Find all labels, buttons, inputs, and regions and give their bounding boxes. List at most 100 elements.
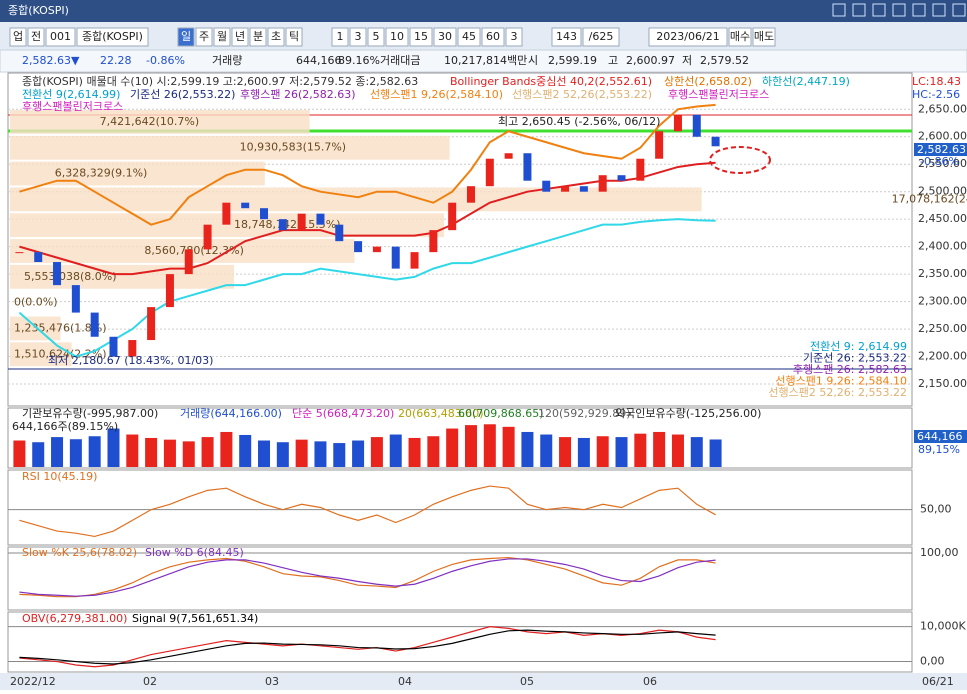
legend-text: 기관보유수량(-995,987.00) (22, 407, 158, 420)
toolbar-button[interactable] (195, 27, 213, 47)
toolbar-button[interactable] (367, 27, 385, 47)
toolbar-label: 10 (390, 30, 404, 43)
volume-bar (653, 431, 666, 467)
candle (692, 114, 701, 137)
toolbar-button[interactable] (45, 27, 76, 47)
toolbar-label: 45 (462, 30, 476, 43)
candle (673, 114, 682, 132)
info-text: -0.86% (146, 54, 185, 67)
axis-label: 644,166 (917, 430, 963, 443)
y-tick-label: 50,00 (920, 503, 952, 516)
toolbar-button[interactable] (177, 27, 195, 47)
candle (523, 153, 532, 181)
toolbar-button[interactable] (285, 27, 303, 47)
y-tick-label: 2,250.00 (918, 322, 967, 335)
toolbar-label: 60 (486, 30, 500, 43)
x-tick-label: 05 (520, 675, 534, 688)
x-tick-label: 03 (265, 675, 279, 688)
volume-bar (32, 442, 45, 467)
legend-text: RSI 10(45.19) (22, 470, 97, 483)
candle (561, 186, 570, 192)
volume-bar (446, 428, 459, 467)
price-box (914, 143, 967, 156)
toolbar-button[interactable] (249, 27, 267, 47)
toolbar-label: 15 (414, 30, 428, 43)
y-tick-label: 10,000K (920, 620, 966, 633)
toolbar-button[interactable] (385, 27, 409, 47)
y-tick-label: 2,600.00 (918, 130, 967, 143)
window-title: 종합(KOSPI) (8, 4, 69, 17)
info-text: 644,166 (296, 54, 342, 67)
candle (504, 153, 513, 159)
legend-text: 644,166주(89.15%) (12, 420, 118, 433)
legend-text: 60(709,868.65) (458, 407, 544, 420)
volume-bar (51, 437, 64, 467)
rsi-panel (7, 469, 913, 546)
toolbar-button[interactable] (505, 27, 523, 47)
candle (598, 175, 607, 192)
volume-bar (634, 433, 647, 467)
toolbar-button[interactable] (551, 27, 582, 47)
volume-bar (596, 436, 609, 467)
y-tick-label: 0,00 (920, 655, 945, 668)
toolbar-label: 3 (355, 30, 362, 43)
candle (241, 202, 250, 209)
volume-bar (502, 426, 515, 467)
toolbar-button[interactable] (213, 27, 231, 47)
toolbar-button[interactable] (9, 27, 27, 47)
toolbar-button[interactable] (267, 27, 285, 47)
y-tick-label: 2,200.00 (918, 350, 967, 363)
toolbar-button[interactable] (27, 27, 45, 47)
legend-text: 후행스팬 26(2,582.63) (240, 88, 356, 101)
legend-text: 후행스팬볼린저크로스 (668, 88, 769, 101)
volume-bar (314, 441, 327, 467)
toolbar-button[interactable] (76, 27, 149, 47)
legend-text: 외국인보유수량(-125,256.00) (615, 407, 761, 420)
volume-bar (126, 434, 139, 467)
toolbar-button[interactable] (457, 27, 481, 47)
candle (410, 252, 419, 269)
volume-bar (182, 441, 195, 467)
toolbar-button[interactable] (752, 27, 776, 47)
toolbar-button[interactable] (433, 27, 457, 47)
profile-label: 1,510,624(2.2%) (14, 347, 107, 360)
price-box (914, 430, 967, 443)
candle (15, 252, 24, 254)
info-text: 2,600.97 (626, 54, 675, 67)
toolbar-button[interactable] (481, 27, 505, 47)
x-tick-label: 06/21 (922, 675, 954, 688)
legend-text: HC:-2.56 (912, 88, 960, 101)
candle (222, 202, 231, 225)
indicator-line (19, 485, 716, 538)
candle (429, 230, 438, 253)
toolbar-label: 3 (511, 30, 518, 43)
volume-bar (577, 437, 590, 467)
toolbar-button[interactable] (409, 27, 433, 47)
price-box-text: -0.86% (920, 155, 959, 168)
profile-label: 5,553,038(8.0%) (24, 270, 117, 283)
toolbar-button[interactable] (349, 27, 367, 47)
info-text: 22.28 (100, 54, 132, 67)
annotation: 최고 2,650.45 (-2.56%, 06/12) (498, 115, 660, 128)
volume-bar (427, 436, 440, 467)
volume-bar (163, 439, 176, 467)
toolbar-button[interactable] (231, 27, 249, 47)
y-tick-label: 2,400.00 (918, 240, 967, 253)
toolbar-button[interactable] (728, 27, 752, 47)
window-buttons[interactable] (832, 3, 966, 17)
profile-label: 6,328,329(9.1%) (55, 167, 148, 180)
toolbar-label: 종합(KOSPI) (82, 30, 143, 43)
volume-bar (13, 440, 26, 467)
toolbar-button[interactable] (648, 27, 728, 47)
indicator-line (19, 558, 716, 597)
volume-bar (295, 439, 308, 467)
y-tick-label: 2,150.00 (918, 377, 967, 390)
candle (466, 186, 475, 203)
candle (711, 136, 720, 147)
legend-text: 선행스팬2 52,26(2,553.22) (512, 88, 652, 101)
toolbar-label: 틱 (289, 30, 299, 43)
toolbar-label: 년 (235, 30, 245, 43)
toolbar-button[interactable] (331, 27, 349, 47)
toolbar-button[interactable] (582, 27, 620, 47)
